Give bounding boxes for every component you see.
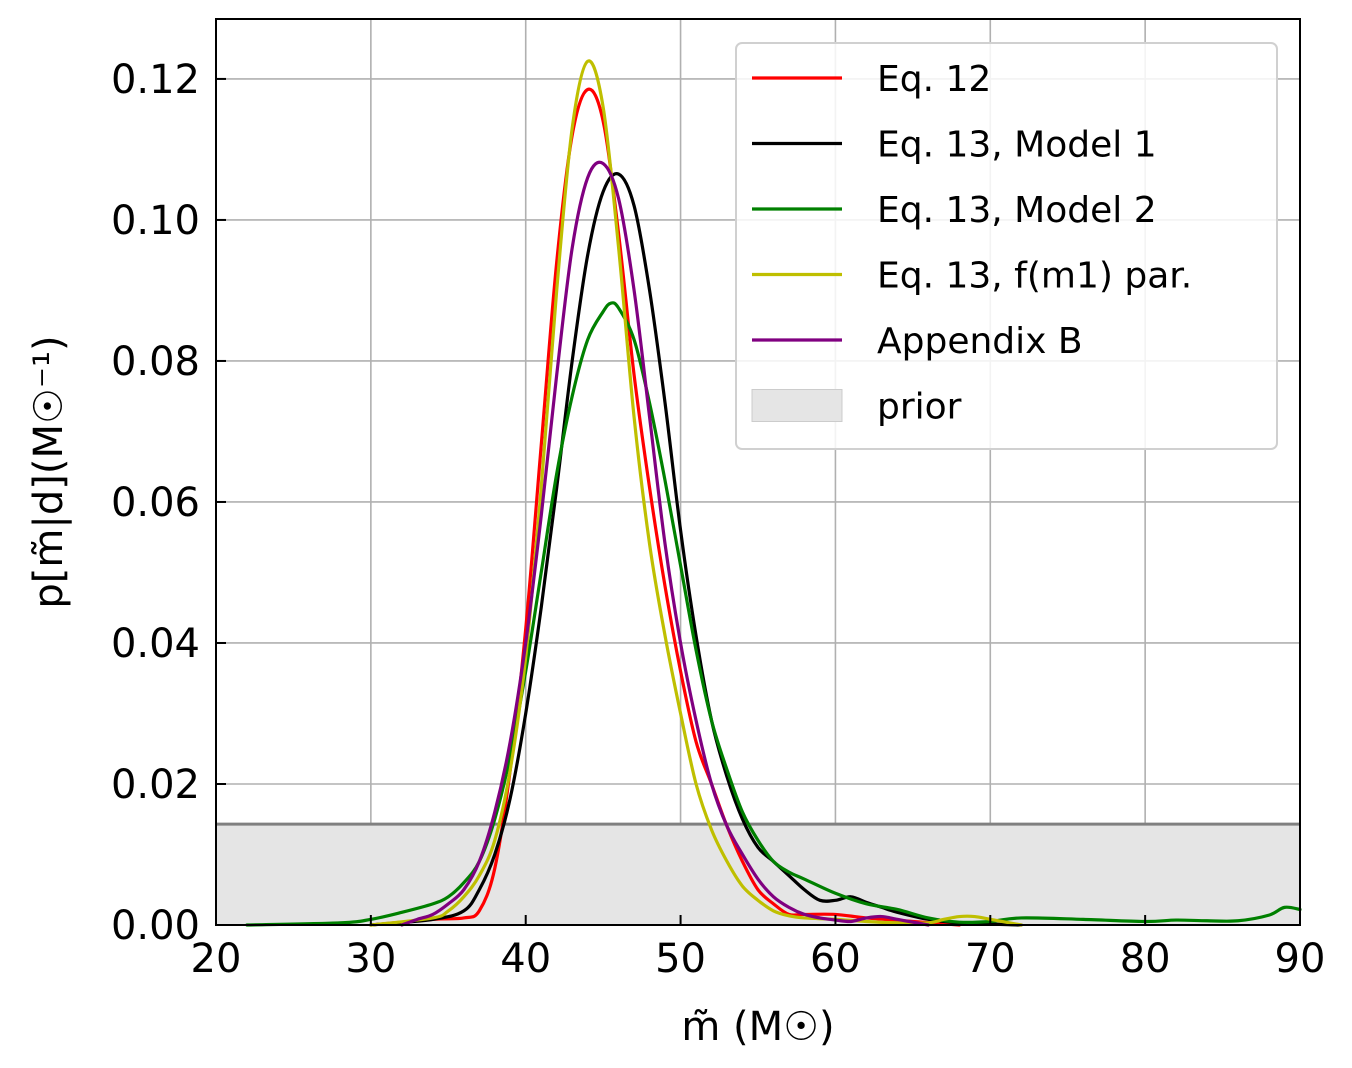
y-tick-label-1: 0.02 <box>111 762 200 808</box>
legend-label-4: Appendix B <box>877 321 1083 362</box>
x-tick-label-5: 70 <box>965 936 1016 982</box>
y-tick-label-3: 0.06 <box>111 480 200 526</box>
x-tick-label-1: 30 <box>345 936 396 982</box>
y-axis-label: p[m̃|d](M☉⁻¹) <box>26 335 72 608</box>
legend-label-0: Eq. 12 <box>877 59 991 100</box>
series-layer <box>245 59 1302 927</box>
plot-frame <box>215 18 1301 926</box>
y-tick-label-4: 0.08 <box>111 339 200 385</box>
x-tick-label-3: 50 <box>655 936 706 982</box>
legend-label-1: Eq. 13, Model 1 <box>877 125 1157 166</box>
y-tick-label-5: 0.10 <box>111 198 200 244</box>
x-tick-label-4: 60 <box>810 936 861 982</box>
y-tick-label-0: 0.00 <box>111 903 200 949</box>
y-tick-label-2: 0.04 <box>111 621 200 667</box>
y-tick-label-6: 0.12 <box>111 57 200 103</box>
legend-label-2: Eq. 13, Model 2 <box>877 190 1157 231</box>
x-axis-label: m̃ (M☉) <box>681 1004 834 1050</box>
x-tick-label-6: 80 <box>1120 936 1171 982</box>
x-tick-label-2: 40 <box>500 936 551 982</box>
series-line-3 <box>369 59 1023 927</box>
x-tick-label-7: 90 <box>1275 936 1326 982</box>
series-line-1 <box>369 172 1023 927</box>
ticks: 20 30 40 50 60 70 80 90 0.00 0.02 0.04 0.06 0.08 0.10… <box>111 57 1326 982</box>
legend-swatch-5 <box>751 389 843 422</box>
legend-label-3: Eq. 13, f(m1) par. <box>877 256 1192 297</box>
legend-label-5: prior <box>877 387 962 428</box>
legend-box <box>735 42 1278 450</box>
series-line-4 <box>400 160 930 927</box>
x-tick-label-0: 20 <box>191 936 242 982</box>
legend: Eq. 12 Eq. 13, Model 1 Eq. 13, Model 2 Eq. … <box>735 42 1278 450</box>
